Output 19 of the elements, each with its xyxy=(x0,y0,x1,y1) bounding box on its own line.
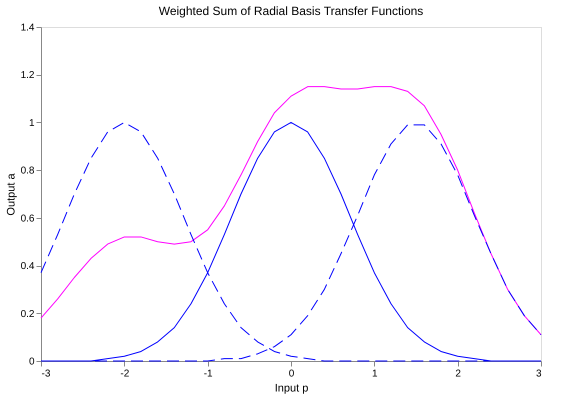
y-tick-label: 0.6 xyxy=(20,213,35,224)
x-tick-label: 0 xyxy=(288,368,295,380)
y-tick-label: 0.8 xyxy=(20,166,35,177)
y-axis-title: Output a xyxy=(6,172,18,216)
y-tick-label: 0 xyxy=(28,356,35,368)
x-tick-label: -2 xyxy=(120,368,130,380)
x-tick-label: -1 xyxy=(204,368,214,380)
y-tick-label: 1.4 xyxy=(20,22,35,34)
y-tick-label: 1 xyxy=(28,118,35,129)
x-tick-label: -3 xyxy=(42,368,51,380)
y-tick-label: 1.2 xyxy=(20,70,35,82)
x-tick-label: 1 xyxy=(372,368,378,380)
y-tick-label: 0.4 xyxy=(20,261,35,272)
line-series xyxy=(40,86,542,336)
y-tick-label: 0.2 xyxy=(20,308,35,320)
x-tick-label: 3 xyxy=(536,368,542,380)
x-axis-title: Input p xyxy=(274,382,308,394)
chart-title: Weighted Sum of Radial Basis Transfer Functions xyxy=(158,4,424,18)
x-tick-label: 2 xyxy=(455,368,462,380)
